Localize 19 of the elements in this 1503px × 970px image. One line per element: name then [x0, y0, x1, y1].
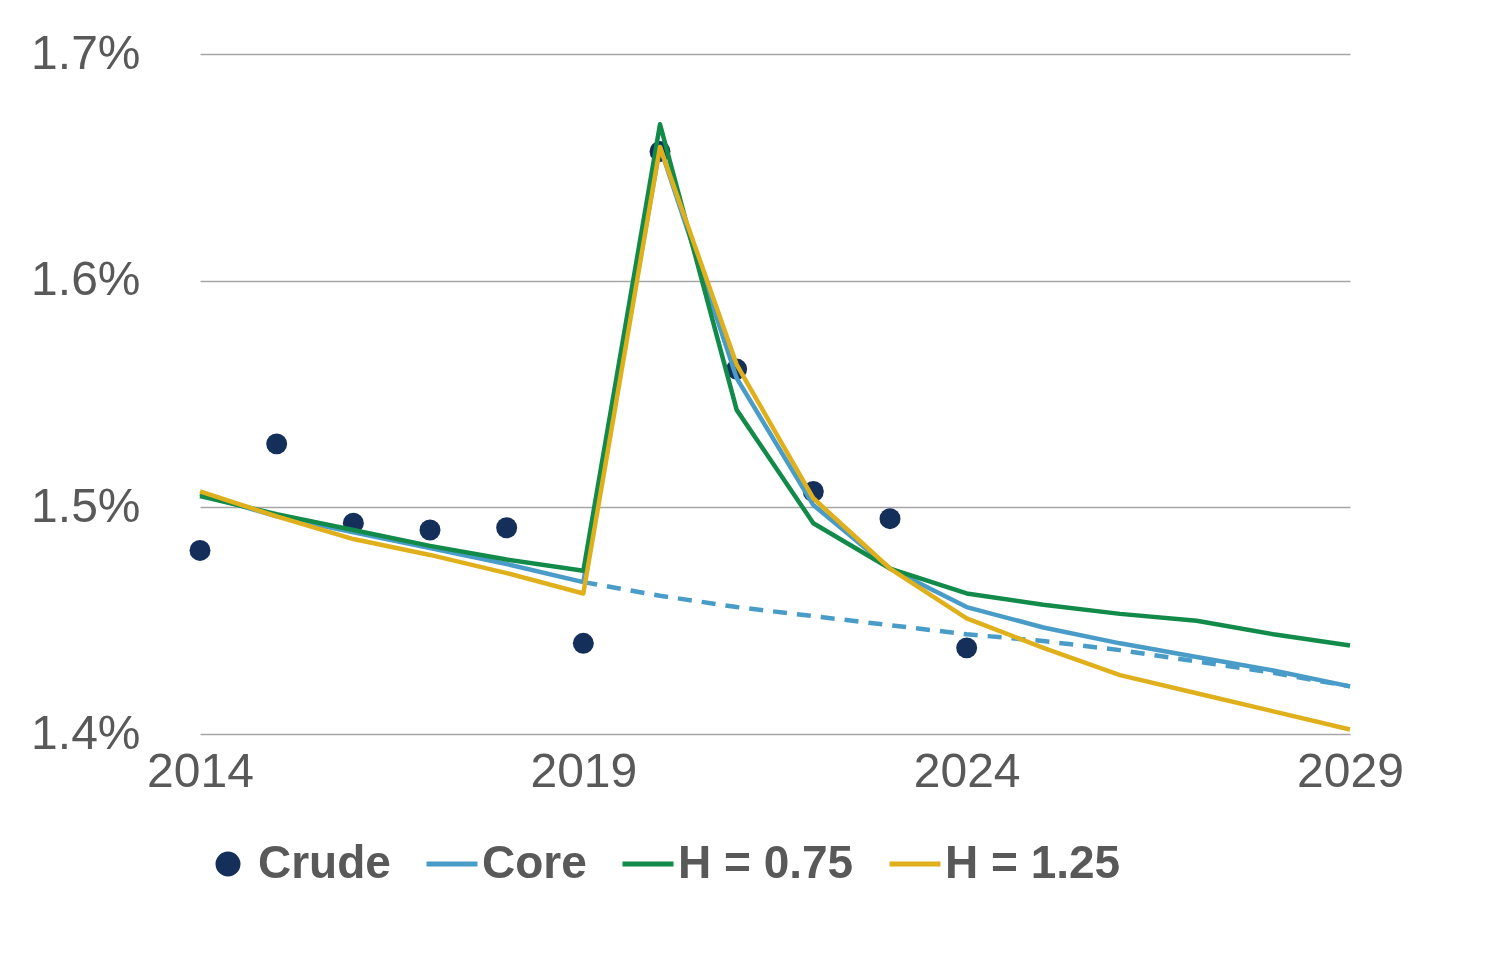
x-tick-label: 2024 — [913, 743, 1021, 797]
x-tick-label: 2019 — [530, 743, 638, 797]
point — [572, 632, 594, 654]
y-tick-label: 1.6% — [31, 252, 141, 306]
x-tick-label: 2014 — [147, 743, 254, 797]
legend-label: H = 1.25 — [945, 836, 1121, 888]
point — [189, 539, 211, 561]
x-tick-label: 2029 — [1297, 743, 1404, 797]
point — [419, 519, 441, 541]
point — [266, 433, 288, 455]
point — [496, 517, 518, 539]
point — [956, 637, 978, 659]
y-tick-label: 1.5% — [31, 478, 141, 532]
legend-label: Core — [482, 836, 587, 888]
legend-label: H = 0.75 — [678, 836, 854, 888]
y-tick-label: 1.7% — [31, 25, 141, 79]
y-tick-label: 1.4% — [31, 705, 141, 759]
point — [879, 508, 901, 530]
legend-label: Crude — [258, 836, 391, 888]
